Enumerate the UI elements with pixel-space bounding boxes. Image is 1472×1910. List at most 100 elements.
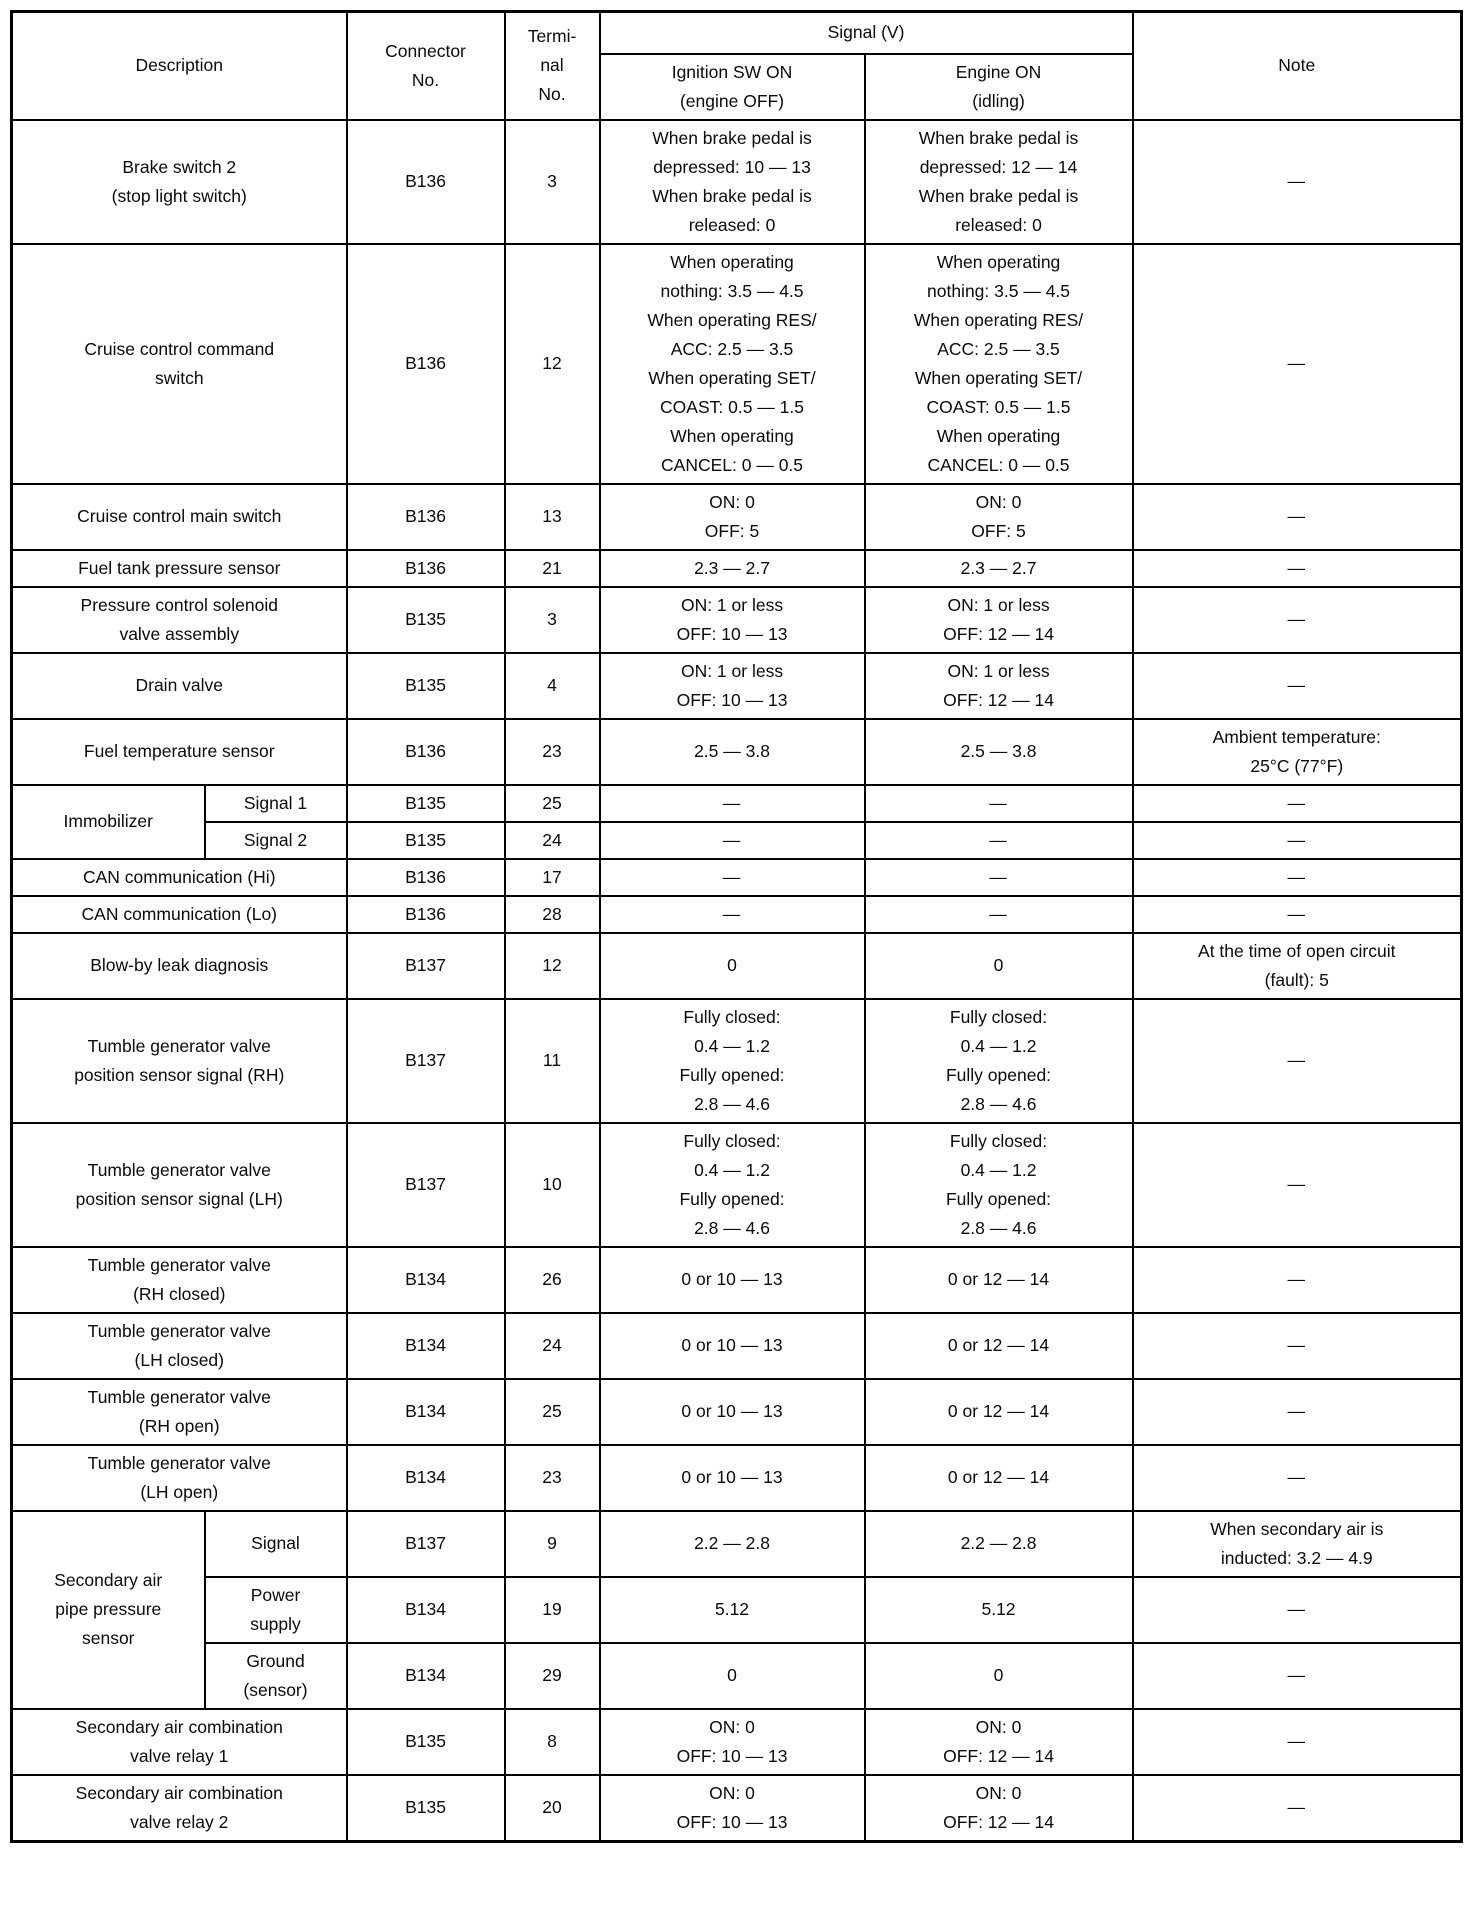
manual-page: Description Connector No. Termi- nal No.… (10, 10, 1464, 1843)
cell-signal-ignition: 0 (598, 931, 866, 1000)
table-row: Cruise control command switch B136 12 Wh… (10, 242, 1463, 485)
cell-note: — (1131, 1121, 1463, 1248)
cell-note: — (1131, 997, 1463, 1124)
cell-note: — (1131, 482, 1463, 551)
table-row: Tumble generator valve position sensor s… (10, 997, 1463, 1124)
cell-signal-engine: 2.5 — 3.8 (863, 717, 1134, 786)
cell-signal-engine: Fully closed: 0.4 — 1.2 Fully opened: 2.… (863, 1121, 1134, 1248)
cell-note: — (1131, 651, 1463, 720)
cell-signal-engine: 0 or 12 — 14 (863, 1377, 1134, 1446)
cell-description-sub: Signal 2 (203, 820, 348, 860)
cell-note: — (1131, 1443, 1463, 1512)
cell-connector: B134 (345, 1443, 506, 1512)
cell-signal-ignition: 2.5 — 3.8 (598, 717, 866, 786)
cell-signal-engine: ON: 1 or less OFF: 12 — 14 (863, 651, 1134, 720)
table-row: Blow-by leak diagnosis B137 12 0 0 At th… (10, 931, 1463, 1000)
cell-description: Tumble generator valve (LH closed) (10, 1311, 348, 1380)
cell-terminal: 9 (503, 1509, 601, 1578)
cell-note: — (1131, 857, 1463, 897)
table-row: CAN communication (Lo) B136 28 — — — (10, 894, 1463, 934)
cell-description: CAN communication (Lo) (10, 894, 348, 934)
cell-signal-engine: 0 or 12 — 14 (863, 1245, 1134, 1314)
cell-signal-ignition: ON: 0 OFF: 10 — 13 (598, 1773, 866, 1842)
cell-signal-ignition: 0 or 10 — 13 (598, 1245, 866, 1314)
cell-signal-ignition: 2.2 — 2.8 (598, 1509, 866, 1578)
cell-terminal: 28 (503, 894, 601, 934)
cell-terminal: 4 (503, 651, 601, 720)
cell-note: — (1131, 820, 1463, 860)
cell-connector: B134 (345, 1245, 506, 1314)
cell-terminal: 20 (503, 1773, 601, 1842)
cell-signal-ignition: When operating nothing: 3.5 — 4.5 When o… (598, 242, 866, 485)
cell-note: — (1131, 1707, 1463, 1776)
cell-note: When secondary air is inducted: 3.2 — 4.… (1131, 1509, 1463, 1578)
cell-connector: B137 (345, 1509, 506, 1578)
cell-connector: B136 (345, 242, 506, 485)
cell-signal-ignition: 0 (598, 1641, 866, 1710)
cell-terminal: 29 (503, 1641, 601, 1710)
cell-signal-engine: ON: 0 OFF: 5 (863, 482, 1134, 551)
cell-signal-engine: — (863, 894, 1134, 934)
cell-signal-engine: ON: 1 or less OFF: 12 — 14 (863, 585, 1134, 654)
cell-signal-engine: Fully closed: 0.4 — 1.2 Fully opened: 2.… (863, 997, 1134, 1124)
cell-terminal: 26 (503, 1245, 601, 1314)
cell-note: — (1131, 1377, 1463, 1446)
header-terminal-no: Termi- nal No. (503, 10, 601, 121)
cell-connector: B136 (345, 857, 506, 897)
header-signal-group: Signal (V) (598, 10, 1134, 55)
cell-signal-engine: 2.3 — 2.7 (863, 548, 1134, 588)
terminal-voltage-table: Description Connector No. Termi- nal No.… (10, 10, 1464, 1843)
cell-note: — (1131, 1311, 1463, 1380)
cell-connector: B136 (345, 717, 506, 786)
cell-connector: B136 (345, 894, 506, 934)
cell-description-sub: Signal (203, 1509, 348, 1578)
cell-terminal: 19 (503, 1575, 601, 1644)
cell-description-group: Secondary air pipe pressure sensor (10, 1509, 206, 1710)
table-row: CAN communication (Hi) B136 17 — — — (10, 857, 1463, 897)
cell-description: Drain valve (10, 651, 348, 720)
cell-description: Tumble generator valve position sensor s… (10, 997, 348, 1124)
table-row: Drain valve B135 4 ON: 1 or less OFF: 10… (10, 651, 1463, 720)
cell-connector: B135 (345, 820, 506, 860)
cell-terminal: 23 (503, 717, 601, 786)
table-row: Brake switch 2 (stop light switch) B136 … (10, 118, 1463, 245)
cell-terminal: 17 (503, 857, 601, 897)
header-row-top: Description Connector No. Termi- nal No.… (10, 10, 1463, 121)
cell-description: Tumble generator valve position sensor s… (10, 1121, 348, 1248)
cell-note: — (1131, 1773, 1463, 1842)
cell-description: Fuel temperature sensor (10, 717, 348, 786)
cell-signal-ignition: — (598, 894, 866, 934)
cell-terminal: 23 (503, 1443, 601, 1512)
cell-connector: B135 (345, 1773, 506, 1842)
cell-terminal: 12 (503, 931, 601, 1000)
cell-note: — (1131, 118, 1463, 245)
cell-signal-ignition: Fully closed: 0.4 — 1.2 Fully opened: 2.… (598, 997, 866, 1124)
cell-signal-engine: 2.2 — 2.8 (863, 1509, 1134, 1578)
cell-connector: B137 (345, 997, 506, 1124)
cell-signal-engine: 0 or 12 — 14 (863, 1443, 1134, 1512)
cell-terminal: 10 (503, 1121, 601, 1248)
cell-signal-engine: — (863, 783, 1134, 823)
cell-terminal: 8 (503, 1707, 601, 1776)
cell-note: — (1131, 1245, 1463, 1314)
cell-signal-engine: When operating nothing: 3.5 — 4.5 When o… (863, 242, 1134, 485)
cell-note: — (1131, 783, 1463, 823)
table-row: Secondary air combination valve relay 1 … (10, 1707, 1463, 1776)
cell-connector: B135 (345, 585, 506, 654)
cell-signal-ignition: ON: 1 or less OFF: 10 — 13 (598, 585, 866, 654)
cell-terminal: 13 (503, 482, 601, 551)
cell-signal-ignition: 5.12 (598, 1575, 866, 1644)
cell-note: At the time of open circuit (fault): 5 (1131, 931, 1463, 1000)
cell-description: Fuel tank pressure sensor (10, 548, 348, 588)
cell-signal-engine: 5.12 (863, 1575, 1134, 1644)
cell-terminal: 25 (503, 1377, 601, 1446)
cell-signal-engine: — (863, 857, 1134, 897)
table-row: Power supply B134 19 5.12 5.12 — (12, 1575, 1463, 1644)
cell-connector: B135 (345, 783, 506, 823)
cell-description-sub: Ground (sensor) (203, 1641, 348, 1710)
table-row: Immobilizer Signal 1 B135 25 — — — (10, 783, 1463, 860)
cell-signal-ignition: 2.3 — 2.7 (598, 548, 866, 588)
cell-description: Cruise control command switch (10, 242, 348, 485)
cell-description: Pressure control solenoid valve assembly (10, 585, 348, 654)
cell-description: Tumble generator valve (RH closed) (10, 1245, 348, 1314)
